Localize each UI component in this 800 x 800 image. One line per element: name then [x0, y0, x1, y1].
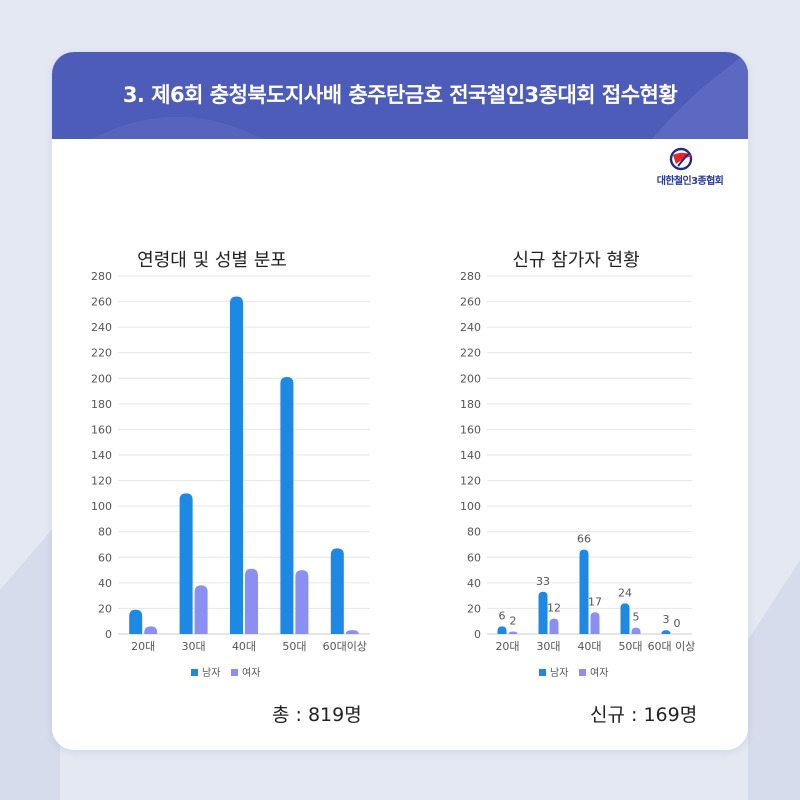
bar-female	[345, 630, 359, 634]
bar-male	[579, 549, 589, 634]
bar-female	[144, 626, 158, 634]
data-label: 17	[588, 595, 602, 608]
y-tick-label: 240	[91, 321, 112, 334]
data-label: 66	[577, 533, 591, 546]
y-tick-label: 140	[91, 449, 112, 462]
bar-female	[194, 585, 208, 634]
x-tick-label: 50대	[618, 640, 642, 653]
y-tick-label: 160	[460, 423, 481, 436]
data-label: 6	[499, 609, 506, 622]
bar-male	[661, 630, 671, 634]
data-label: 33	[536, 575, 550, 588]
x-tick-label: 40대	[577, 640, 601, 653]
y-tick-label: 260	[460, 296, 481, 309]
bar-female	[508, 631, 518, 634]
y-tick-label: 280	[91, 270, 112, 283]
legend-swatch-female	[579, 669, 586, 676]
y-tick-label: 0	[105, 628, 112, 641]
y-tick-label: 100	[460, 500, 481, 513]
bar-female	[295, 570, 309, 634]
charts-area: 연령대 및 성별 분포02040608010012014016018020022…	[91, 250, 696, 679]
legend-swatch-male	[539, 669, 546, 676]
triathlon-federation-logo-icon	[669, 147, 693, 171]
x-tick-label: 30대	[182, 640, 206, 653]
legend-swatch-male	[191, 669, 198, 676]
y-tick-label: 40	[467, 577, 481, 590]
total-count-label: 총 : 819명	[272, 704, 362, 726]
y-tick-label: 60	[98, 551, 112, 564]
bar-male	[620, 603, 630, 634]
data-label: 2	[510, 614, 517, 627]
data-label: 5	[633, 611, 640, 624]
bar-male	[497, 626, 507, 634]
data-label: 24	[618, 586, 632, 599]
y-tick-label: 100	[91, 500, 112, 513]
y-tick-label: 260	[91, 296, 112, 309]
bar-male	[280, 377, 294, 634]
report-card: 3. 제6회 충청북도지사배 충주탄금호 전국철인3종대회 접수현황 대한철인3…	[52, 52, 748, 750]
x-tick-label: 20대	[131, 640, 155, 653]
y-tick-label: 60	[467, 551, 481, 564]
y-tick-label: 160	[91, 423, 112, 436]
bar-female	[631, 627, 641, 634]
legend-label: 여자	[242, 667, 260, 679]
y-tick-label: 20	[98, 602, 112, 615]
bar-male	[330, 548, 344, 634]
y-tick-label: 0	[474, 628, 481, 641]
y-tick-label: 40	[98, 577, 112, 590]
legend-swatch-female	[231, 669, 238, 676]
legend-label: 남자	[550, 667, 568, 679]
federation-logo: 대한철인3종협회	[640, 146, 740, 190]
y-tick-label: 20	[467, 602, 481, 615]
data-label: 12	[547, 602, 561, 615]
x-tick-label: 60대 이상	[648, 640, 696, 653]
y-tick-label: 220	[460, 347, 481, 360]
chart-title: 연령대 및 성별 분포	[137, 250, 287, 271]
y-tick-label: 120	[91, 475, 112, 488]
header-wave-decoration	[92, 52, 748, 139]
bar-male	[230, 296, 243, 634]
y-tick-label: 180	[91, 398, 112, 411]
legend-label: 남자	[202, 667, 220, 679]
data-label: 3	[663, 613, 670, 626]
y-tick-label: 80	[467, 526, 481, 539]
y-tick-label: 180	[460, 398, 481, 411]
x-tick-label: 50대	[282, 640, 306, 653]
bar-female	[245, 568, 258, 634]
bar-male	[179, 493, 193, 634]
bar-female	[549, 618, 559, 634]
new-participant-count-label: 신규 : 169명	[590, 704, 698, 726]
y-tick-label: 80	[98, 526, 112, 539]
x-tick-label: 40대	[232, 640, 256, 653]
y-tick-label: 140	[460, 449, 481, 462]
x-tick-label: 20대	[495, 640, 519, 653]
bar-male	[129, 609, 143, 634]
bar-male	[538, 591, 548, 634]
bar-female	[590, 612, 600, 634]
page-title: 3. 제6회 충청북도지사배 충주탄금호 전국철인3종대회 접수현황	[122, 83, 678, 107]
chart-title: 신규 참가자 현황	[512, 250, 639, 271]
data-label: 0	[674, 617, 681, 630]
header-banner: 3. 제6회 충청북도지사배 충주탄금호 전국철인3종대회 접수현황	[52, 52, 748, 139]
x-tick-label: 30대	[536, 640, 560, 653]
y-tick-label: 280	[460, 270, 481, 283]
y-tick-label: 120	[460, 475, 481, 488]
y-tick-label: 240	[460, 321, 481, 334]
x-tick-label: 60대이상	[323, 640, 367, 653]
y-tick-label: 200	[460, 372, 481, 385]
federation-name: 대한철인3종협회	[656, 176, 724, 187]
y-tick-label: 200	[91, 372, 112, 385]
y-tick-label: 220	[91, 347, 112, 360]
legend-label: 여자	[590, 667, 608, 679]
